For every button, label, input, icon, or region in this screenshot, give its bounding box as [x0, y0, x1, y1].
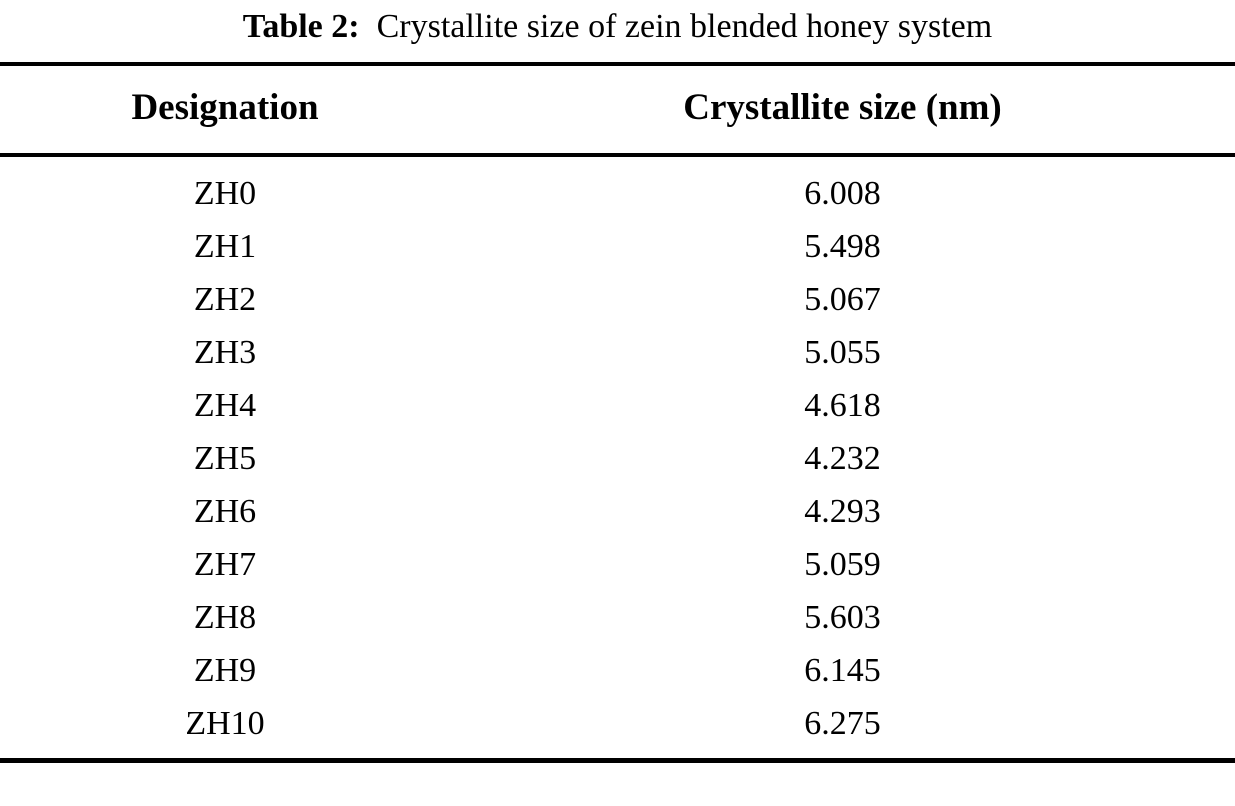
- designation-cell: ZH7: [193, 545, 257, 583]
- crystallite-size-table: Designation Crystallite size (nm) ZH0 6.0…: [0, 62, 1235, 763]
- crystallite-size-cell: 5.059: [804, 545, 881, 583]
- crystallite-size-cell: 5.067: [804, 280, 881, 318]
- table-caption: Table 2: Crystallite size of zein blended…: [0, 0, 1235, 62]
- table-body: ZH0 6.008 ZH1 5.498 ZH2 5.067 ZH3 5.055 ZH4 4.618…: [0, 155, 1235, 761]
- table-row: ZH10 6.275: [0, 697, 1235, 761]
- header-row: Designation Crystallite size (nm): [0, 64, 1235, 157]
- crystallite-size-cell: 6.275: [804, 704, 881, 742]
- crystallite-size-cell: 6.008: [804, 174, 881, 212]
- crystallite-size-cell: 5.055: [804, 333, 881, 371]
- header-designation: Designation: [0, 64, 450, 157]
- crystallite-size-cell: 6.145: [804, 651, 881, 689]
- designation-cell: ZH5: [193, 439, 257, 477]
- designation-cell: ZH9: [193, 651, 257, 689]
- table-row: ZH8 5.603: [0, 591, 1235, 644]
- crystallite-size-cell: 4.293: [804, 492, 881, 530]
- crystallite-size-cell: 5.603: [804, 598, 881, 636]
- table-row: ZH2 5.067: [0, 273, 1235, 326]
- designation-cell: ZH2: [193, 280, 257, 318]
- table-row: ZH0 6.008: [0, 155, 1235, 220]
- designation-cell: ZH4: [193, 386, 257, 424]
- designation-cell: ZH8: [193, 598, 257, 636]
- crystallite-size-cell: 4.618: [804, 386, 881, 424]
- designation-cell: ZH1: [193, 227, 257, 265]
- table-row: ZH5 4.232: [0, 432, 1235, 485]
- header-crystallite-size: Crystallite size (nm): [450, 64, 1235, 157]
- crystallite-size-cell: 5.498: [804, 227, 881, 265]
- table-row: ZH6 4.293: [0, 485, 1235, 538]
- table-row: ZH4 4.618: [0, 379, 1235, 432]
- designation-cell: ZH6: [193, 492, 257, 530]
- table-row: ZH7 5.059: [0, 538, 1235, 591]
- designation-cell: ZH0: [193, 174, 257, 212]
- table-row: ZH9 6.145: [0, 644, 1235, 697]
- crystallite-size-cell: 4.232: [804, 439, 881, 477]
- table-caption-label: Table 2:: [242, 8, 360, 45]
- table-caption-text: Crystallite size of zein blended honey s…: [376, 8, 993, 45]
- table-row: ZH1 5.498: [0, 220, 1235, 273]
- designation-cell: ZH10: [185, 704, 265, 742]
- designation-cell: ZH3: [193, 333, 257, 371]
- table-row: ZH3 5.055: [0, 326, 1235, 379]
